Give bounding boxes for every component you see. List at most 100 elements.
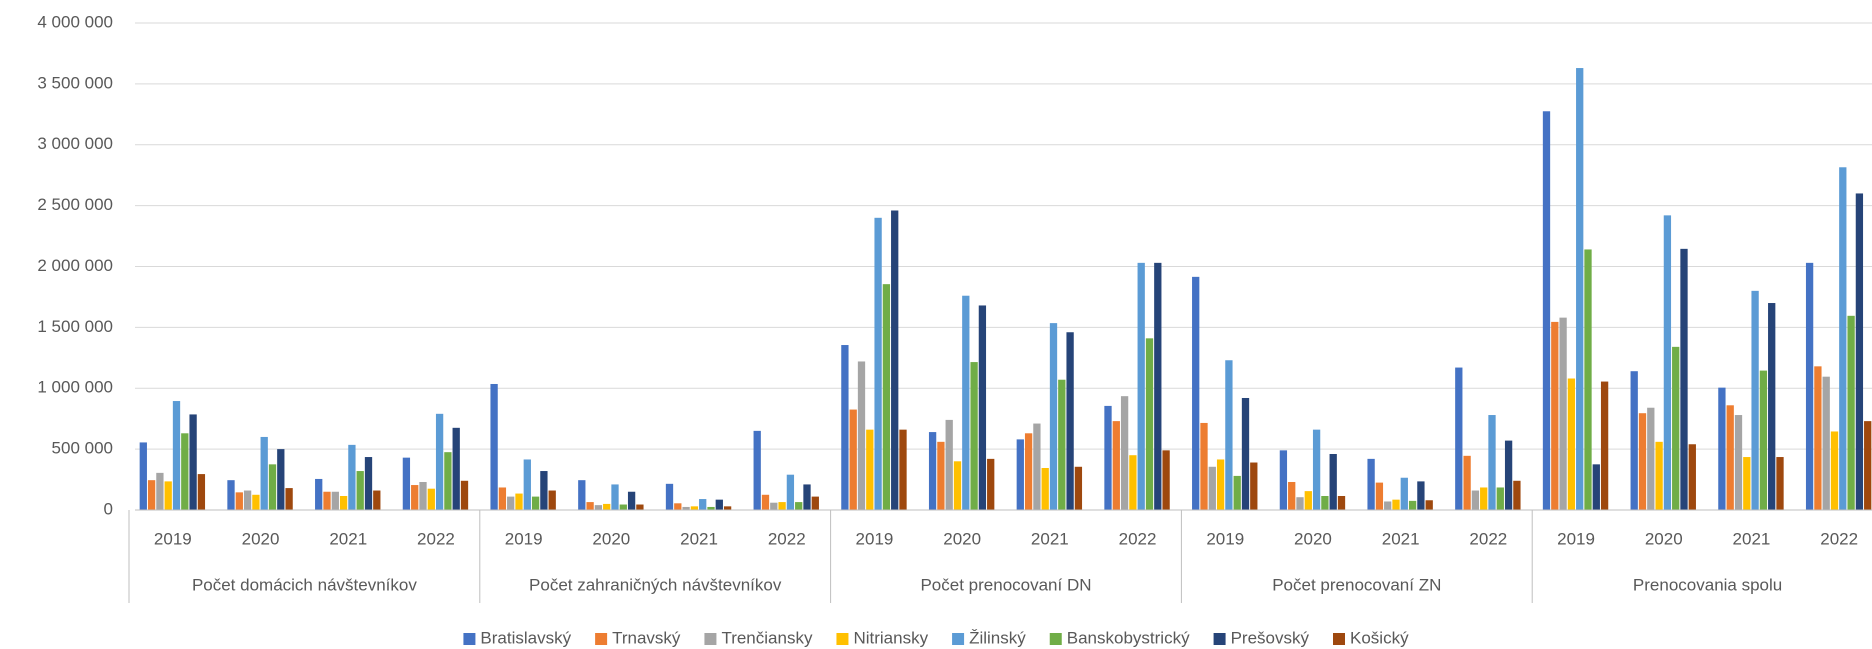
bar bbox=[419, 481, 427, 510]
bar bbox=[753, 430, 761, 510]
bar bbox=[770, 502, 778, 510]
bar bbox=[260, 436, 268, 510]
bar bbox=[707, 506, 715, 510]
bar bbox=[1759, 370, 1768, 510]
bar bbox=[323, 491, 331, 510]
bar bbox=[682, 506, 690, 510]
bar bbox=[189, 414, 197, 510]
bar bbox=[277, 449, 285, 510]
y-tick-label: 2 500 000 bbox=[37, 195, 113, 214]
bar bbox=[1321, 495, 1329, 510]
bar bbox=[803, 484, 811, 510]
bar bbox=[611, 484, 619, 510]
bar bbox=[1864, 421, 1872, 510]
bar bbox=[1814, 366, 1822, 510]
bar bbox=[1638, 413, 1647, 510]
legend-label: Nitriansky bbox=[853, 628, 928, 647]
bar bbox=[1112, 421, 1120, 510]
group-label: Prenocovania spolu bbox=[1633, 575, 1782, 594]
bar bbox=[627, 491, 636, 510]
bar bbox=[172, 401, 181, 510]
bar bbox=[156, 472, 164, 510]
bar bbox=[715, 499, 723, 510]
x-tick-label: 2021 bbox=[1733, 529, 1771, 548]
bar bbox=[1480, 487, 1488, 510]
bar bbox=[937, 441, 945, 510]
bar bbox=[1496, 487, 1504, 510]
bar bbox=[252, 494, 260, 510]
bar bbox=[1830, 431, 1839, 510]
x-tick-label: 2020 bbox=[592, 529, 630, 548]
bar bbox=[1417, 481, 1425, 510]
legend-swatch bbox=[952, 633, 965, 645]
bar bbox=[507, 496, 515, 510]
x-tick-label: 2022 bbox=[417, 529, 455, 548]
bar bbox=[1743, 457, 1751, 510]
bar bbox=[1200, 422, 1208, 510]
bar bbox=[699, 499, 707, 510]
bar bbox=[1600, 381, 1609, 510]
legend-label: Košický bbox=[1350, 628, 1409, 647]
y-tick-label: 3 000 000 bbox=[37, 134, 113, 153]
bar bbox=[164, 481, 172, 510]
bar bbox=[1551, 321, 1559, 510]
bar bbox=[1074, 466, 1083, 510]
bar bbox=[849, 409, 857, 510]
bar bbox=[578, 480, 586, 510]
bar bbox=[795, 502, 803, 510]
bar bbox=[243, 490, 252, 510]
group-label: Počet zahraničných návštevníkov bbox=[529, 575, 782, 594]
bar bbox=[1542, 111, 1551, 511]
bar bbox=[1104, 405, 1112, 510]
bar bbox=[1768, 303, 1776, 510]
x-tick-label: 2021 bbox=[329, 529, 367, 548]
bar bbox=[857, 361, 866, 510]
bar bbox=[1033, 423, 1041, 510]
bar bbox=[1312, 429, 1321, 510]
bar bbox=[761, 494, 770, 510]
bar bbox=[1384, 501, 1392, 510]
bar bbox=[452, 427, 460, 510]
x-tick-label: 2019 bbox=[856, 529, 894, 548]
bar bbox=[1049, 323, 1058, 510]
bar bbox=[1296, 497, 1304, 510]
x-tick-label: 2020 bbox=[943, 529, 981, 548]
bar bbox=[1672, 346, 1680, 510]
bar bbox=[1233, 475, 1241, 510]
bar bbox=[1655, 441, 1663, 510]
bar bbox=[1329, 453, 1337, 510]
legend-label: Trnavský bbox=[612, 628, 681, 647]
y-tick-label: 500 000 bbox=[52, 439, 113, 458]
bar bbox=[1455, 367, 1463, 510]
bar bbox=[1576, 68, 1584, 511]
bar bbox=[523, 459, 531, 510]
bar bbox=[1337, 495, 1346, 510]
legend-swatch bbox=[463, 633, 476, 645]
bar bbox=[1408, 500, 1417, 510]
bar bbox=[402, 457, 411, 510]
bar bbox=[139, 442, 147, 510]
bar bbox=[1822, 376, 1830, 510]
x-tick-label: 2020 bbox=[1645, 529, 1683, 548]
bar bbox=[356, 471, 364, 510]
bar bbox=[411, 485, 419, 510]
bar bbox=[1192, 276, 1200, 510]
x-tick-label: 2022 bbox=[1119, 529, 1157, 548]
y-tick-label: 0 bbox=[104, 499, 113, 518]
bar bbox=[1041, 467, 1049, 510]
x-tick-label: 2022 bbox=[768, 529, 806, 548]
y-tick-label: 2 000 000 bbox=[37, 256, 113, 275]
bar bbox=[1463, 455, 1471, 510]
bar bbox=[364, 457, 373, 510]
bar bbox=[181, 433, 189, 510]
bar bbox=[586, 502, 594, 510]
bar bbox=[427, 488, 435, 510]
bar bbox=[339, 495, 348, 510]
bar bbox=[891, 210, 899, 510]
bar bbox=[1216, 459, 1225, 510]
legend-label: Trenčiansky bbox=[721, 628, 813, 647]
x-tick-label: 2019 bbox=[505, 529, 543, 548]
bar bbox=[147, 480, 156, 510]
group-label: Počet prenocovaní DN bbox=[920, 575, 1091, 594]
y-tick-label: 4 000 000 bbox=[37, 12, 113, 31]
